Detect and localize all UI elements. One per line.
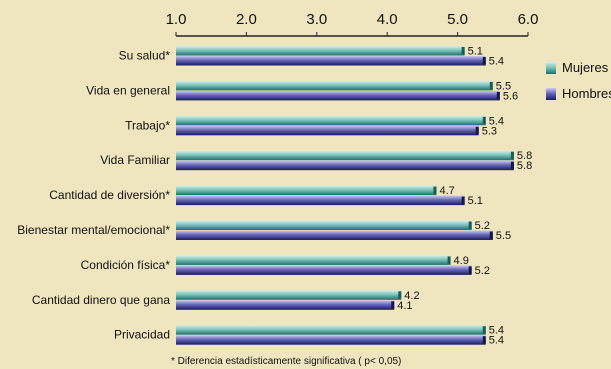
- bar-end-cap: [447, 256, 451, 264]
- bar-end-cap: [510, 161, 514, 170]
- bar-mujeres: [176, 46, 465, 56]
- bar-end-cap: [398, 291, 402, 299]
- value-label: 5.3: [482, 125, 497, 137]
- value-label: 5.1: [468, 46, 483, 58]
- category-label: Cantidad de diversión*: [49, 188, 170, 202]
- bar-mujeres: [176, 115, 486, 126]
- category-label: Condición física*: [81, 258, 171, 272]
- legend-swatch: [546, 88, 556, 100]
- bar-end-cap: [482, 336, 486, 344]
- value-label: 4.2: [404, 290, 419, 302]
- bar-end-cap: [468, 221, 472, 229]
- value-label: 5.2: [475, 265, 490, 277]
- value-label: 5.8: [517, 150, 532, 162]
- bar-end-cap: [475, 126, 479, 135]
- bar-hombres: [176, 265, 472, 275]
- bar-end-cap: [391, 301, 395, 309]
- value-label: 4.7: [439, 185, 454, 197]
- x-tick-label: 1.0: [166, 11, 187, 28]
- bar-mujeres: [176, 185, 437, 196]
- x-tick-label: 5.0: [447, 11, 468, 28]
- value-label: 5.4: [489, 325, 504, 337]
- bar-end-cap: [510, 151, 514, 160]
- bar-hombres: [176, 125, 479, 136]
- x-tick-label: 2.0: [236, 11, 257, 28]
- value-label: 5.6: [503, 90, 518, 102]
- bar-hombres: [176, 300, 395, 310]
- bar-hombres: [176, 335, 486, 345]
- bar-end-cap: [489, 231, 493, 239]
- value-label: 4.1: [397, 300, 412, 312]
- bar-end-cap: [468, 266, 472, 274]
- x-axis-ticks: 1.0 2.0 3.0 4.0 5.0 6.0: [166, 11, 539, 28]
- legend-swatch: [546, 62, 556, 74]
- category-label: Cantidad dinero que gana: [32, 293, 170, 307]
- bar-mujeres: [176, 325, 486, 335]
- value-labels: 5.15.45.55.65.45.35.85.84.75.15.25.54.95…: [397, 46, 532, 347]
- category-label: Su salud*: [119, 49, 171, 63]
- category-label: Privacidad: [114, 328, 170, 342]
- bar-mujeres: [176, 150, 514, 161]
- bar-hombres: [176, 160, 514, 171]
- bar-end-cap: [482, 57, 486, 65]
- footnote: * Diferencia estadísticamente significat…: [171, 356, 401, 367]
- category-label: Bienestar mental/emocional*: [17, 223, 170, 237]
- value-label: 4.9: [454, 255, 469, 267]
- bar-hombres: [176, 90, 500, 101]
- bar-hombres: [176, 195, 465, 206]
- value-label: 5.5: [496, 230, 511, 242]
- category-label: Trabajo*: [125, 118, 170, 132]
- bar-end-cap: [461, 47, 465, 55]
- value-label: 5.4: [489, 115, 504, 127]
- value-label: 5.8: [517, 160, 532, 172]
- x-tick-label: 4.0: [377, 11, 398, 28]
- legend-label: Mujeres: [562, 60, 609, 75]
- x-tick-label: 6.0: [518, 11, 539, 28]
- value-label: 5.1: [468, 195, 483, 207]
- x-axis: [175, 32, 529, 37]
- bars: [176, 46, 514, 345]
- legend-label: Hombres: [562, 86, 611, 101]
- bar-end-cap: [433, 186, 437, 195]
- bar-end-cap: [461, 196, 465, 205]
- bar-end-cap: [482, 326, 486, 334]
- bar-mujeres: [176, 255, 451, 265]
- bar-mujeres: [176, 290, 402, 300]
- value-label: 5.4: [489, 56, 504, 68]
- category-labels: Su salud* Vida en general Trabajo* Vida Fam…: [17, 49, 170, 342]
- value-label: 5.2: [475, 220, 490, 232]
- bar-hombres: [176, 230, 493, 240]
- bar-hombres: [176, 56, 486, 66]
- bar-end-cap: [482, 116, 486, 125]
- bar-mujeres: [176, 220, 472, 230]
- category-label: Vida en general: [86, 83, 170, 97]
- bar-end-cap: [489, 81, 493, 90]
- category-label: Vida Familiar: [100, 153, 170, 167]
- legend: Mujeres Hombres: [546, 60, 611, 101]
- bar-end-cap: [496, 91, 500, 100]
- bar-mujeres: [176, 80, 493, 91]
- value-label: 5.4: [489, 335, 504, 347]
- value-label: 5.5: [496, 80, 511, 92]
- x-tick-label: 3.0: [306, 11, 327, 28]
